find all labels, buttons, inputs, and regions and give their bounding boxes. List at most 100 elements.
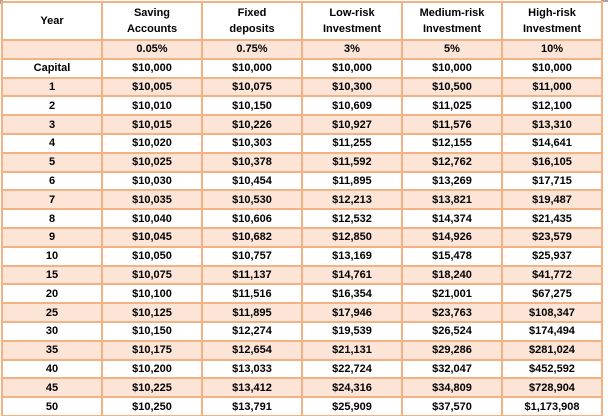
value-cell[interactable]: $10,200	[101, 358, 203, 380]
value-cell[interactable]: $11,592	[301, 151, 403, 173]
value-cell[interactable]: $18,240	[401, 264, 503, 286]
value-cell[interactable]: $10,005	[101, 76, 203, 98]
value-cell[interactable]: $10,000	[201, 57, 303, 79]
value-cell[interactable]: $24,316	[301, 377, 403, 399]
value-cell[interactable]: $452,592	[501, 358, 603, 380]
value-cell[interactable]: $12,100	[501, 95, 603, 117]
value-cell[interactable]: $10,025	[101, 151, 203, 173]
value-cell[interactable]: $10,000	[301, 57, 403, 79]
value-cell[interactable]: $11,895	[201, 302, 303, 323]
year-cell[interactable]: 1	[1, 76, 103, 98]
value-cell[interactable]: $10,075	[101, 264, 203, 286]
value-cell[interactable]: $12,155	[401, 132, 503, 154]
value-cell[interactable]: $14,641	[501, 132, 603, 154]
value-cell[interactable]: $11,025	[401, 95, 503, 117]
year-cell[interactable]: 35	[1, 339, 103, 361]
year-cell[interactable]: 30	[1, 320, 103, 342]
value-cell[interactable]: $13,821	[401, 189, 503, 211]
value-cell[interactable]: $13,310	[501, 114, 603, 135]
value-cell[interactable]: $16,354	[301, 283, 403, 305]
value-cell[interactable]: $10,175	[101, 339, 203, 361]
value-cell[interactable]: $10,609	[301, 95, 403, 117]
value-cell[interactable]: $14,926	[401, 226, 503, 248]
value-cell[interactable]: $14,374	[401, 208, 503, 229]
value-cell[interactable]: $10,125	[101, 302, 203, 323]
value-cell[interactable]: $10,020	[101, 132, 203, 154]
value-cell[interactable]: $17,715	[501, 170, 603, 192]
year-cell[interactable]: 15	[1, 264, 103, 286]
value-cell[interactable]: $13,412	[201, 377, 303, 399]
year-cell[interactable]: 6	[1, 170, 103, 192]
value-cell[interactable]: $10,250	[101, 396, 203, 416]
value-cell[interactable]: $34,809	[401, 377, 503, 399]
year-cell[interactable]: 25	[1, 302, 103, 323]
value-cell[interactable]: $12,213	[301, 189, 403, 211]
value-cell[interactable]: $10,682	[201, 226, 303, 248]
value-cell[interactable]: $10,030	[101, 170, 203, 192]
value-cell[interactable]: $108,347	[501, 302, 603, 323]
value-cell[interactable]: $11,000	[501, 76, 603, 98]
value-cell[interactable]: $25,937	[501, 245, 603, 267]
value-cell[interactable]: $23,579	[501, 226, 603, 248]
rate-cell[interactable]: 3%	[301, 39, 403, 60]
value-cell[interactable]: $281,024	[501, 339, 603, 361]
year-cell[interactable]: 8	[1, 208, 103, 229]
value-cell[interactable]: $10,606	[201, 208, 303, 229]
value-cell[interactable]: $10,927	[301, 114, 403, 135]
year-cell[interactable]: 5	[1, 151, 103, 173]
value-cell[interactable]: $12,274	[201, 320, 303, 342]
value-cell[interactable]: $12,850	[301, 226, 403, 248]
value-cell[interactable]: $10,454	[201, 170, 303, 192]
value-cell[interactable]: $37,570	[401, 396, 503, 416]
value-cell[interactable]: $10,000	[501, 57, 603, 79]
year-cell[interactable]: Capital	[1, 57, 103, 79]
value-cell[interactable]: $10,500	[401, 76, 503, 98]
year-cell[interactable]: 7	[1, 189, 103, 211]
value-cell[interactable]: $1,173,908	[501, 396, 603, 416]
column-header[interactable]: Low-risk Investment	[301, 1, 403, 41]
value-cell[interactable]: $10,035	[101, 189, 203, 211]
year-cell[interactable]: 40	[1, 358, 103, 380]
rate-cell[interactable]: 0.05%	[101, 39, 203, 60]
value-cell[interactable]: $29,286	[401, 339, 503, 361]
value-cell[interactable]: $22,724	[301, 358, 403, 380]
value-cell[interactable]: $11,895	[301, 170, 403, 192]
value-cell[interactable]: $10,226	[201, 114, 303, 135]
value-cell[interactable]: $12,654	[201, 339, 303, 361]
value-cell[interactable]: $67,275	[501, 283, 603, 305]
value-cell[interactable]: $41,772	[501, 264, 603, 286]
rate-cell[interactable]: 5%	[401, 39, 503, 60]
value-cell[interactable]: $728,904	[501, 377, 603, 399]
value-cell[interactable]: $32,047	[401, 358, 503, 380]
year-cell[interactable]: 10	[1, 245, 103, 267]
value-cell[interactable]: $10,045	[101, 226, 203, 248]
value-cell[interactable]: $10,150	[101, 320, 203, 342]
value-cell[interactable]: $12,762	[401, 151, 503, 173]
value-cell[interactable]: $13,791	[201, 396, 303, 416]
value-cell[interactable]: $10,050	[101, 245, 203, 267]
value-cell[interactable]: $15,478	[401, 245, 503, 267]
value-cell[interactable]: $12,532	[301, 208, 403, 229]
value-cell[interactable]: $19,487	[501, 189, 603, 211]
value-cell[interactable]: $10,075	[201, 76, 303, 98]
value-cell[interactable]: $25,909	[301, 396, 403, 416]
year-cell[interactable]: 2	[1, 95, 103, 117]
year-cell[interactable]: 50	[1, 396, 103, 416]
value-cell[interactable]: $19,539	[301, 320, 403, 342]
value-cell[interactable]: $11,255	[301, 132, 403, 154]
value-cell[interactable]: $11,516	[201, 283, 303, 305]
value-cell[interactable]: $10,757	[201, 245, 303, 267]
year-cell[interactable]: 4	[1, 132, 103, 154]
column-header[interactable]: Fixed deposits	[201, 1, 303, 41]
value-cell[interactable]: $10,100	[101, 283, 203, 305]
value-cell[interactable]: $10,530	[201, 189, 303, 211]
value-cell[interactable]: $21,131	[301, 339, 403, 361]
value-cell[interactable]: $174,494	[501, 320, 603, 342]
column-header[interactable]: High-risk Investment	[501, 1, 603, 41]
year-cell[interactable]: 45	[1, 377, 103, 399]
rate-cell[interactable]: 0.75%	[201, 39, 303, 60]
value-cell[interactable]: $13,169	[301, 245, 403, 267]
value-cell[interactable]: $10,010	[101, 95, 203, 117]
rate-cell[interactable]: 10%	[501, 39, 603, 60]
year-cell[interactable]: 9	[1, 226, 103, 248]
